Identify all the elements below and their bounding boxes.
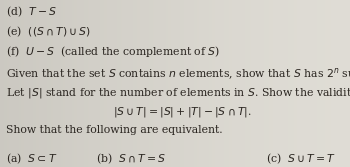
Text: Let $|S|$ stand for the number of elements in $S$. Show the validity of: Let $|S|$ stand for the number of elemen… [6,86,350,100]
Text: $|S \cup T| = |S| + |T| - |S \cap T|$.: $|S \cup T| = |S| + |T| - |S \cap T|$. [113,105,251,119]
Text: (b)  $S \cap T = S$: (b) $S \cap T = S$ [96,151,166,166]
Text: (d)  $T - S$: (d) $T - S$ [6,4,57,19]
Text: (f)  $U - S$  (called the complement of $S$): (f) $U - S$ (called the complement of $S… [6,44,220,59]
Text: (a)  $S \subset T$: (a) $S \subset T$ [6,151,58,166]
Text: (c)  $S \cup T = T$: (c) $S \cup T = T$ [266,151,336,166]
Text: Given that the set $S$ contains $n$ elements, show that $S$ has $2^n$ subsets.: Given that the set $S$ contains $n$ elem… [6,67,350,82]
Text: Show that the following are equivalent.: Show that the following are equivalent. [6,125,223,135]
Text: (e)  $((S \cap T) \cup S)$: (e) $((S \cap T) \cup S)$ [6,24,91,39]
